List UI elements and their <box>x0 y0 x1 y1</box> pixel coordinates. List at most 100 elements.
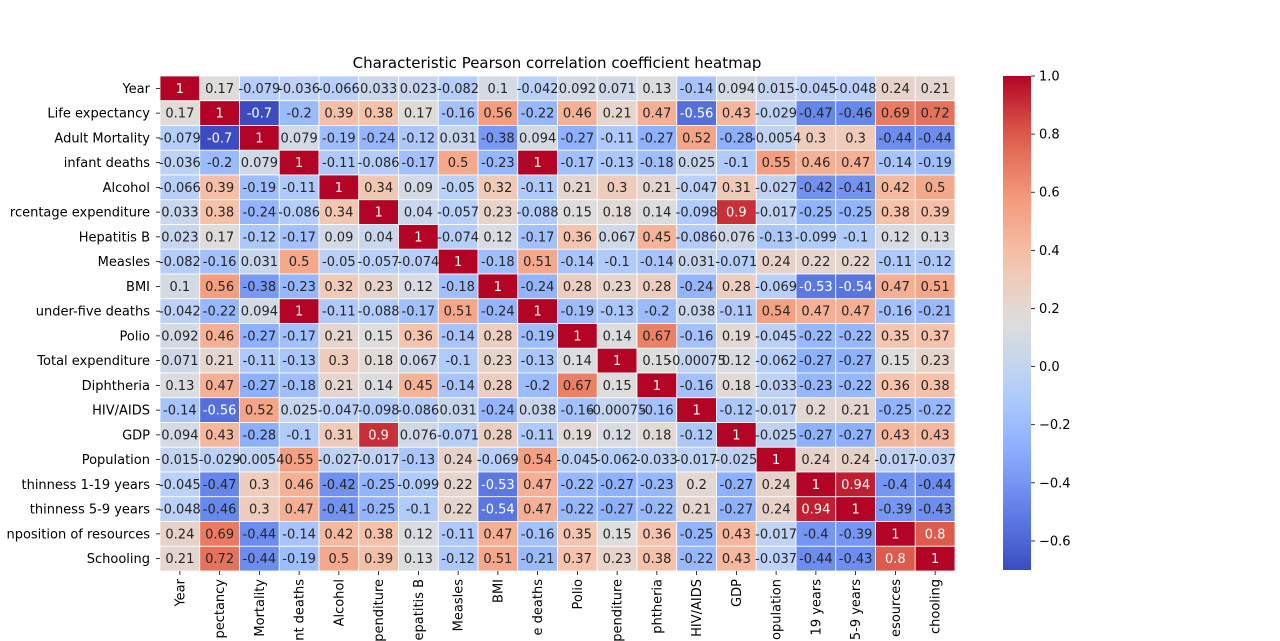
cell-value: -0.16 <box>521 527 555 542</box>
heatmap-cell <box>875 174 916 201</box>
heatmap-cell <box>278 199 320 225</box>
heatmap-cell <box>676 323 717 349</box>
cell-value: -0.11 <box>521 181 555 196</box>
heatmap-cell <box>477 471 519 498</box>
cell-value: 0.31 <box>722 181 751 196</box>
heatmap-cell <box>875 545 916 572</box>
heatmap-cell <box>398 471 439 498</box>
cell-value: -0.086 <box>676 230 718 245</box>
heatmap-cell <box>517 347 558 374</box>
cell-value: 0.19 <box>563 428 592 443</box>
cell-value: -0.22 <box>521 107 555 122</box>
heatmap-cell <box>755 100 797 126</box>
cell-value: 0.39 <box>921 206 950 221</box>
cell-value: -0.42 <box>322 478 356 493</box>
cell-value: 0.21 <box>841 404 870 419</box>
cell-value: -0.19 <box>918 156 952 171</box>
heatmap-cell <box>835 149 876 176</box>
heatmap-cell <box>914 471 956 498</box>
heatmap-cell <box>239 224 280 250</box>
column-label: chooling <box>929 579 944 634</box>
heatmap-cell <box>716 496 757 522</box>
cell-value: 0.067 <box>400 354 437 369</box>
colorbar-tick-label: −0.4 <box>1039 476 1071 491</box>
cell-value: -0.057 <box>358 255 400 270</box>
cell-value: 0.94 <box>841 478 870 493</box>
cell-value: -0.27 <box>799 428 833 443</box>
heatmap-cell <box>596 347 638 374</box>
cell-value: 1 <box>295 156 303 171</box>
heatmap-cell <box>199 422 240 448</box>
row-label: HIV/AIDS <box>92 404 150 419</box>
heatmap-cell <box>755 75 797 102</box>
cell-value: 0.47 <box>881 280 910 295</box>
heatmap-cell <box>636 545 678 572</box>
cell-value: 0.033 <box>161 206 198 221</box>
cell-value: 0.35 <box>881 329 910 344</box>
cell-value: 0.47 <box>642 107 671 122</box>
column-label: phtheria <box>650 579 665 634</box>
cell-value: 0.18 <box>603 206 632 221</box>
cell-value: -0.22 <box>203 305 237 320</box>
cell-value: -0.43 <box>839 552 873 567</box>
cell-value: 1 <box>653 379 661 394</box>
cell-value: 0.47 <box>523 478 552 493</box>
cell-value: 1 <box>533 305 541 320</box>
cell-value: -0.16 <box>879 305 913 320</box>
heatmap-cell <box>517 471 558 498</box>
cell-value: -0.047 <box>318 404 360 419</box>
heatmap-cell <box>437 224 479 250</box>
row-label: nposition of resources <box>6 527 150 542</box>
cell-value: 0.071 <box>161 354 198 369</box>
cell-value: -0.17 <box>521 230 555 245</box>
cell-value: -0.25 <box>362 503 396 518</box>
cell-value: 0.51 <box>483 552 512 567</box>
column-label: Polio <box>571 579 586 610</box>
heatmap-cell <box>318 446 360 473</box>
cell-value: -0.44 <box>879 131 913 146</box>
cell-value: 0.5 <box>329 552 350 567</box>
row-label: GDP <box>122 428 150 443</box>
cell-value: -0.048 <box>159 503 201 518</box>
heatmap-cell <box>477 298 519 324</box>
cell-value: 0.3 <box>806 131 827 146</box>
cell-value: -0.17 <box>282 230 316 245</box>
cell-value: 0.21 <box>165 552 194 567</box>
heatmap-cell <box>557 372 598 399</box>
cell-value: -0.079 <box>238 82 280 97</box>
cell-value: 0.36 <box>563 230 592 245</box>
cell-value: 0.031 <box>440 404 477 419</box>
heatmap-cell <box>159 273 201 300</box>
heatmap-cell <box>676 125 717 151</box>
heatmap-cell <box>199 224 240 250</box>
heatmap-cell <box>557 224 598 250</box>
cell-value: 0.3 <box>329 354 350 369</box>
heatmap-cell <box>596 75 638 102</box>
cell-value: 0.15 <box>642 354 671 369</box>
heatmap-cell <box>795 100 837 126</box>
cell-value: 1 <box>692 404 700 419</box>
cell-value: -0.088 <box>517 206 559 221</box>
heatmap-cell <box>517 125 558 151</box>
cell-value: 0.13 <box>165 379 194 394</box>
cell-value: 0.56 <box>205 280 234 295</box>
heatmap-cell <box>676 149 717 176</box>
colorbar: 1.0 0.8 0.6 0.4 0.2 0.0 −0.2 −0.4 −0.6 <box>1003 70 1071 570</box>
cell-value: -0.027 <box>318 453 360 468</box>
heatmap-cell <box>755 174 797 201</box>
heatmap-cell <box>875 273 916 300</box>
heatmap-cell <box>199 323 240 349</box>
heatmap-cell <box>358 273 399 300</box>
cell-value: 0.079 <box>281 131 318 146</box>
heatmap-cell <box>755 545 797 572</box>
cell-value: 0.38 <box>364 107 393 122</box>
heatmap-cell <box>477 496 519 522</box>
cell-value: 0.46 <box>285 478 314 493</box>
cell-value: 0.43 <box>722 552 751 567</box>
cell-value: -0.24 <box>362 131 396 146</box>
heatmap-cell <box>835 422 876 448</box>
cell-value: 0.18 <box>722 379 751 394</box>
cell-value: 0.24 <box>762 255 791 270</box>
heatmap-cell <box>914 273 956 300</box>
column-label: Measles <box>452 579 467 632</box>
